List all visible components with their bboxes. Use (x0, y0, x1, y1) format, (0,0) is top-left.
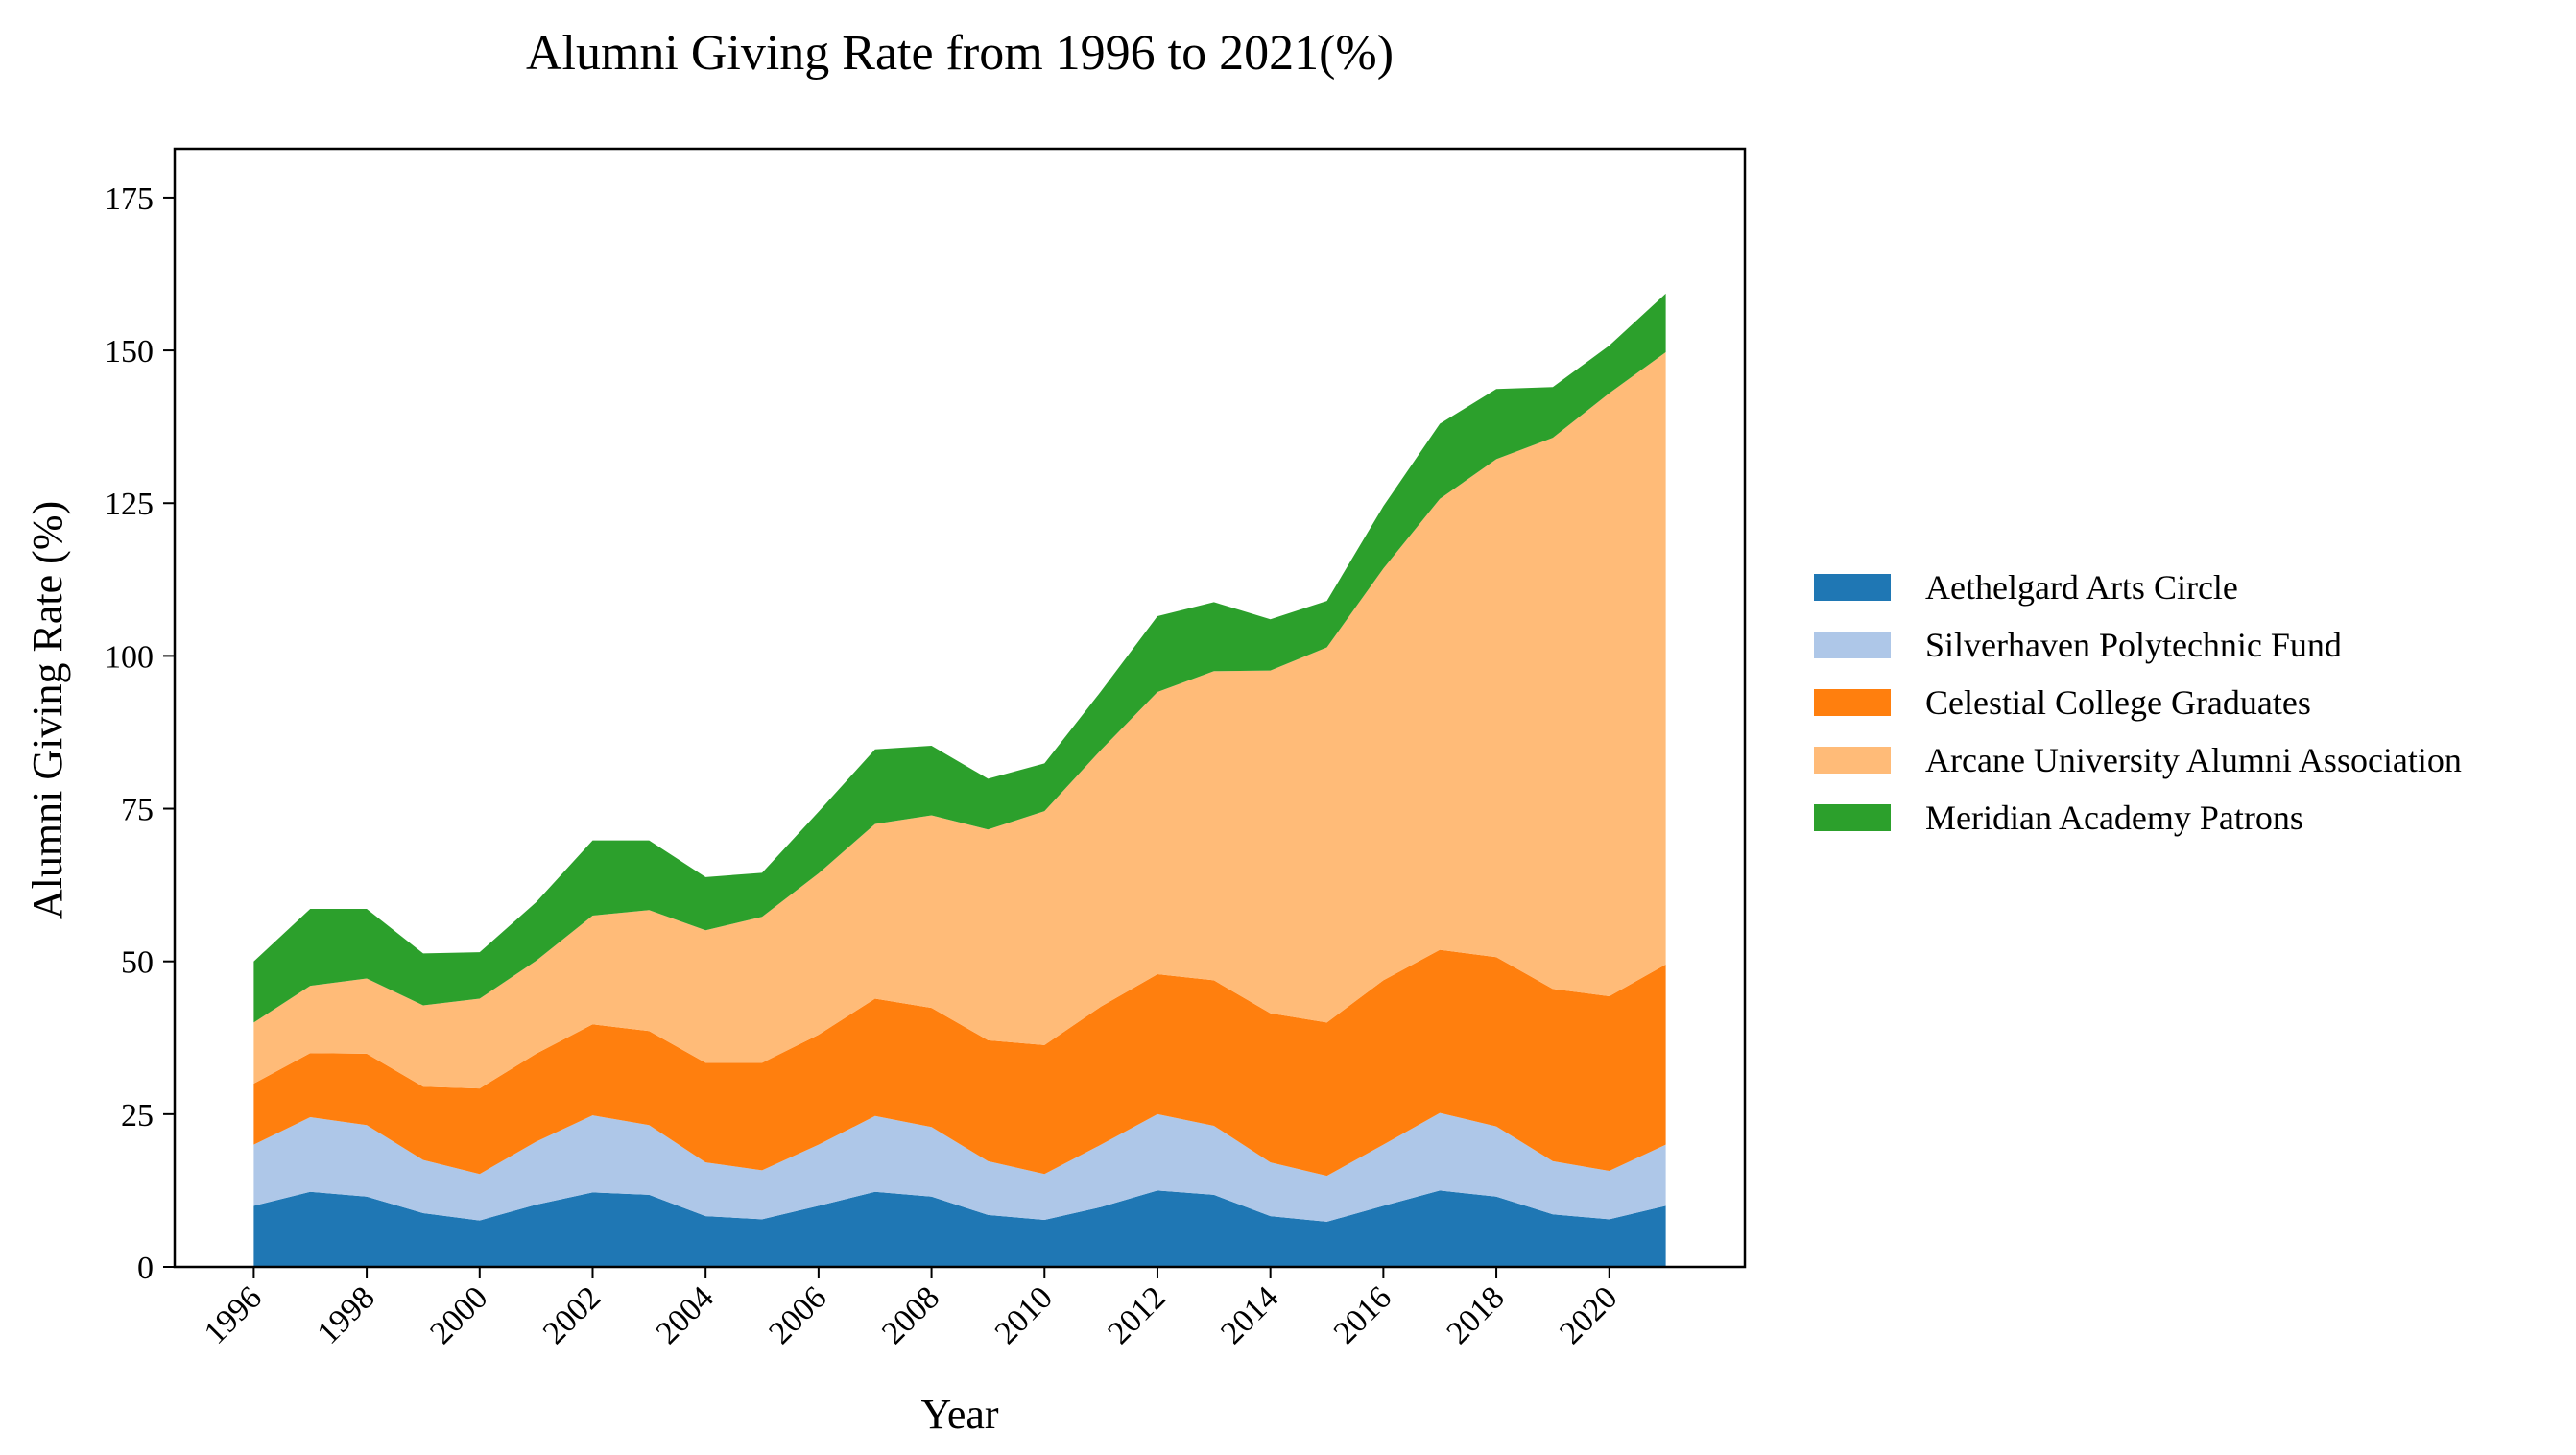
x-axis-label: Year (920, 1391, 998, 1438)
area-series-1 (253, 1190, 1666, 1267)
x-tick-label: 2014 (1214, 1279, 1285, 1350)
x-tick-label: 1996 (198, 1279, 269, 1350)
x-tick-label: 2012 (1101, 1279, 1172, 1350)
x-tick-label: 1998 (310, 1279, 381, 1350)
x-axis: 1996 1998 2000 2002 2004 2006 2008 2010 2012 2014… (198, 1267, 1624, 1351)
x-tick-label: 2006 (762, 1279, 833, 1350)
area-series-4 (253, 351, 1666, 1089)
x-tick-label: 2018 (1440, 1279, 1511, 1350)
legend: Aethelgard Arts Circle Silverhaven Polyte… (1814, 568, 2462, 837)
legend-swatch (1814, 632, 1891, 658)
legend-swatch (1814, 804, 1891, 831)
area-series-5 (253, 293, 1666, 1023)
chart-title: Alumni Giving Rate from 1996 to 2021(%) (526, 26, 1394, 81)
legend-label: Arcane University Alumni Association (1925, 741, 2462, 779)
legend-label: Celestial College Graduates (1925, 683, 2311, 722)
x-tick-label: 2016 (1327, 1279, 1398, 1350)
legend-swatch (1814, 747, 1891, 774)
x-tick-label: 2002 (537, 1279, 608, 1350)
x-tick-label: 2010 (989, 1279, 1060, 1350)
plot-frame (173, 147, 1747, 1269)
y-tick-label: 100 (105, 639, 154, 675)
y-tick-label: 50 (121, 945, 154, 981)
y-tick-label: 75 (121, 793, 154, 828)
plot-area (173, 147, 1747, 1269)
x-tick-label: 2004 (650, 1279, 721, 1350)
x-tick-label: 2020 (1553, 1279, 1624, 1350)
y-tick-label: 150 (105, 334, 154, 370)
area-series-2 (253, 1112, 1666, 1222)
legend-swatch (1814, 689, 1891, 716)
area-series-3 (253, 949, 1666, 1177)
y-tick-label: 25 (121, 1098, 154, 1133)
legend-label: Aethelgard Arts Circle (1925, 568, 2238, 607)
legend-label: Meridian Academy Patrons (1925, 799, 2303, 837)
y-axis: 0 25 50 75 100 125 150 175 (105, 181, 175, 1286)
legend-swatch (1814, 574, 1891, 601)
legend-label: Silverhaven Polytechnic Fund (1925, 626, 2342, 664)
y-tick-label: 175 (105, 181, 154, 217)
y-tick-label: 0 (137, 1251, 154, 1286)
x-tick-label: 2000 (423, 1279, 494, 1350)
y-tick-label: 125 (105, 487, 154, 522)
y-axis-label: Alumni Giving Rate (%) (24, 501, 71, 919)
x-tick-label: 2008 (875, 1279, 946, 1350)
